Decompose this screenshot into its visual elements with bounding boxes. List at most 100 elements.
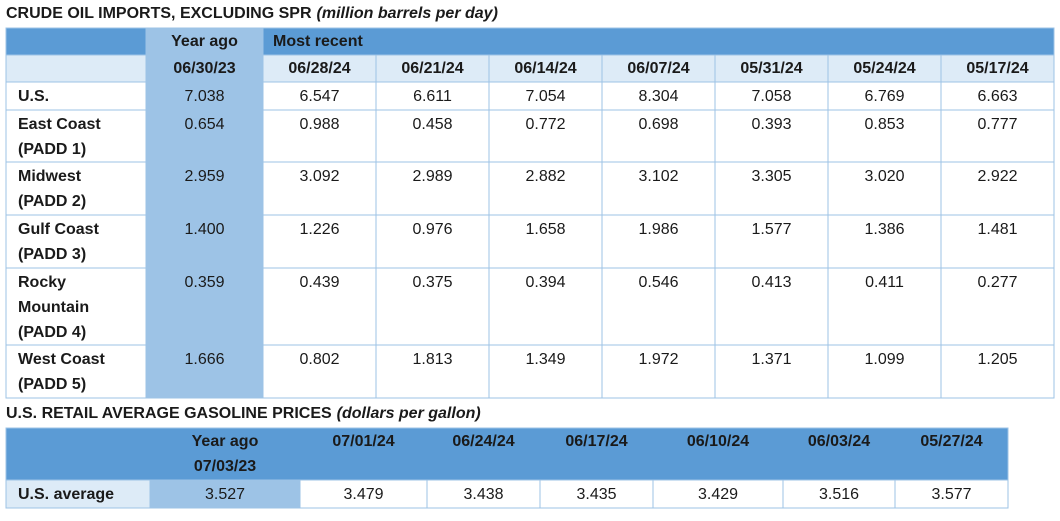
- date-cell: [601, 54, 716, 83]
- header-cell: [5, 27, 147, 56]
- value: 6.547: [299, 88, 339, 105]
- date-label: 05/24/24: [853, 60, 915, 77]
- year-ago-label: Year ago: [192, 433, 259, 450]
- header-cell: [5, 427, 1009, 481]
- value: 0.698: [638, 116, 678, 133]
- value: 0.394: [525, 274, 565, 291]
- value: 8.304: [638, 88, 678, 105]
- date-row-cell: [5, 54, 147, 83]
- date-cell: [262, 54, 377, 83]
- value: 1.371: [751, 351, 791, 368]
- value: 3.020: [864, 168, 904, 185]
- date-label: 06/17/24: [565, 433, 627, 450]
- row-label: (PADD 3): [18, 246, 86, 263]
- date-cell: [375, 54, 490, 83]
- value-cell: [488, 344, 603, 399]
- value: 0.802: [299, 351, 339, 368]
- value-cell: [940, 267, 1055, 346]
- imports-title-text: CRUDE OIL IMPORTS, EXCLUDING SPR: [6, 5, 312, 22]
- value-cell: [262, 214, 377, 269]
- value-cell: [601, 214, 716, 269]
- value-cell: [940, 344, 1055, 399]
- value: 0.411: [865, 274, 904, 291]
- most-recent-label: Most recent: [273, 33, 363, 50]
- value: 0.777: [977, 116, 1017, 133]
- row-label-cell: [5, 344, 147, 399]
- value: 1.226: [299, 221, 339, 238]
- row-label: U.S. average: [18, 486, 114, 503]
- value: 7.038: [184, 88, 224, 105]
- row-label: Mountain: [18, 299, 89, 316]
- row-label: Midwest: [18, 168, 82, 185]
- row-label: Gulf Coast: [18, 221, 100, 238]
- value-cell: [262, 109, 377, 163]
- row-label-cell: [5, 161, 147, 216]
- row-label: East Coast: [18, 116, 101, 133]
- value: 1.813: [412, 351, 452, 368]
- value-cell: [940, 161, 1055, 216]
- value: 0.277: [977, 274, 1017, 291]
- gasoline-title: U.S. RETAIL AVERAGE GASOLINE PRICES (doll…: [6, 405, 481, 422]
- date-label: 06/14/24: [514, 60, 576, 77]
- imports-title: CRUDE OIL IMPORTS, EXCLUDING SPR (million…: [6, 5, 498, 22]
- value-cell: [149, 479, 301, 509]
- value-cell: [827, 214, 942, 269]
- date-label: 06/30/23: [173, 60, 235, 77]
- value: 1.666: [184, 351, 224, 368]
- value: 0.988: [299, 116, 339, 133]
- value: 0.654: [184, 116, 224, 133]
- value-cell: [827, 81, 942, 111]
- row-label-cell: [5, 109, 147, 163]
- value: 3.577: [931, 486, 971, 503]
- value-cell: [827, 161, 942, 216]
- row-label: (PADD 1): [18, 141, 86, 158]
- row-label: U.S.: [18, 88, 49, 105]
- date-label: 07/03/23: [194, 458, 256, 475]
- date-label: 05/17/24: [966, 60, 1028, 77]
- value: 0.458: [412, 116, 452, 133]
- value-cell: [262, 344, 377, 399]
- value-cell: [940, 81, 1055, 111]
- value: 0.772: [525, 116, 565, 133]
- value-cell: [714, 161, 829, 216]
- value: 3.479: [343, 486, 383, 503]
- value: 0.413: [751, 274, 791, 291]
- value-cell: [375, 267, 490, 346]
- value-cell: [714, 214, 829, 269]
- imports-unit: (million barrels per day): [317, 5, 498, 22]
- row-label-cell: [5, 267, 147, 346]
- row-label: West Coast: [18, 351, 106, 368]
- value-cell: [601, 109, 716, 163]
- value: 7.054: [525, 88, 565, 105]
- value-cell: [714, 344, 829, 399]
- date-cell: [940, 54, 1055, 83]
- value: 7.058: [751, 88, 791, 105]
- value: 0.546: [638, 274, 678, 291]
- value-cell: [714, 267, 829, 346]
- value-cell: [782, 479, 896, 509]
- value-cell: [601, 81, 716, 111]
- value-cell: [488, 267, 603, 346]
- value: 2.922: [977, 168, 1017, 185]
- row-label: (PADD 2): [18, 193, 86, 210]
- row-label: Rocky: [18, 274, 66, 291]
- value: 2.989: [412, 168, 452, 185]
- value: 0.439: [299, 274, 339, 291]
- value: 6.611: [413, 88, 452, 105]
- value-cell: [375, 81, 490, 111]
- value: 1.386: [864, 221, 904, 238]
- date-label: 05/31/24: [740, 60, 802, 77]
- value-cell: [375, 214, 490, 269]
- value: 1.400: [184, 221, 224, 238]
- gasoline-title-text: U.S. RETAIL AVERAGE GASOLINE PRICES: [6, 405, 332, 422]
- value: 1.349: [525, 351, 565, 368]
- value: 0.976: [412, 221, 452, 238]
- value-cell: [601, 344, 716, 399]
- value: 1.205: [977, 351, 1017, 368]
- date-label: 06/24/24: [452, 433, 514, 450]
- date-label: 05/27/24: [920, 433, 982, 450]
- value-cell: [262, 267, 377, 346]
- value: 3.305: [751, 168, 791, 185]
- value: 6.769: [864, 88, 904, 105]
